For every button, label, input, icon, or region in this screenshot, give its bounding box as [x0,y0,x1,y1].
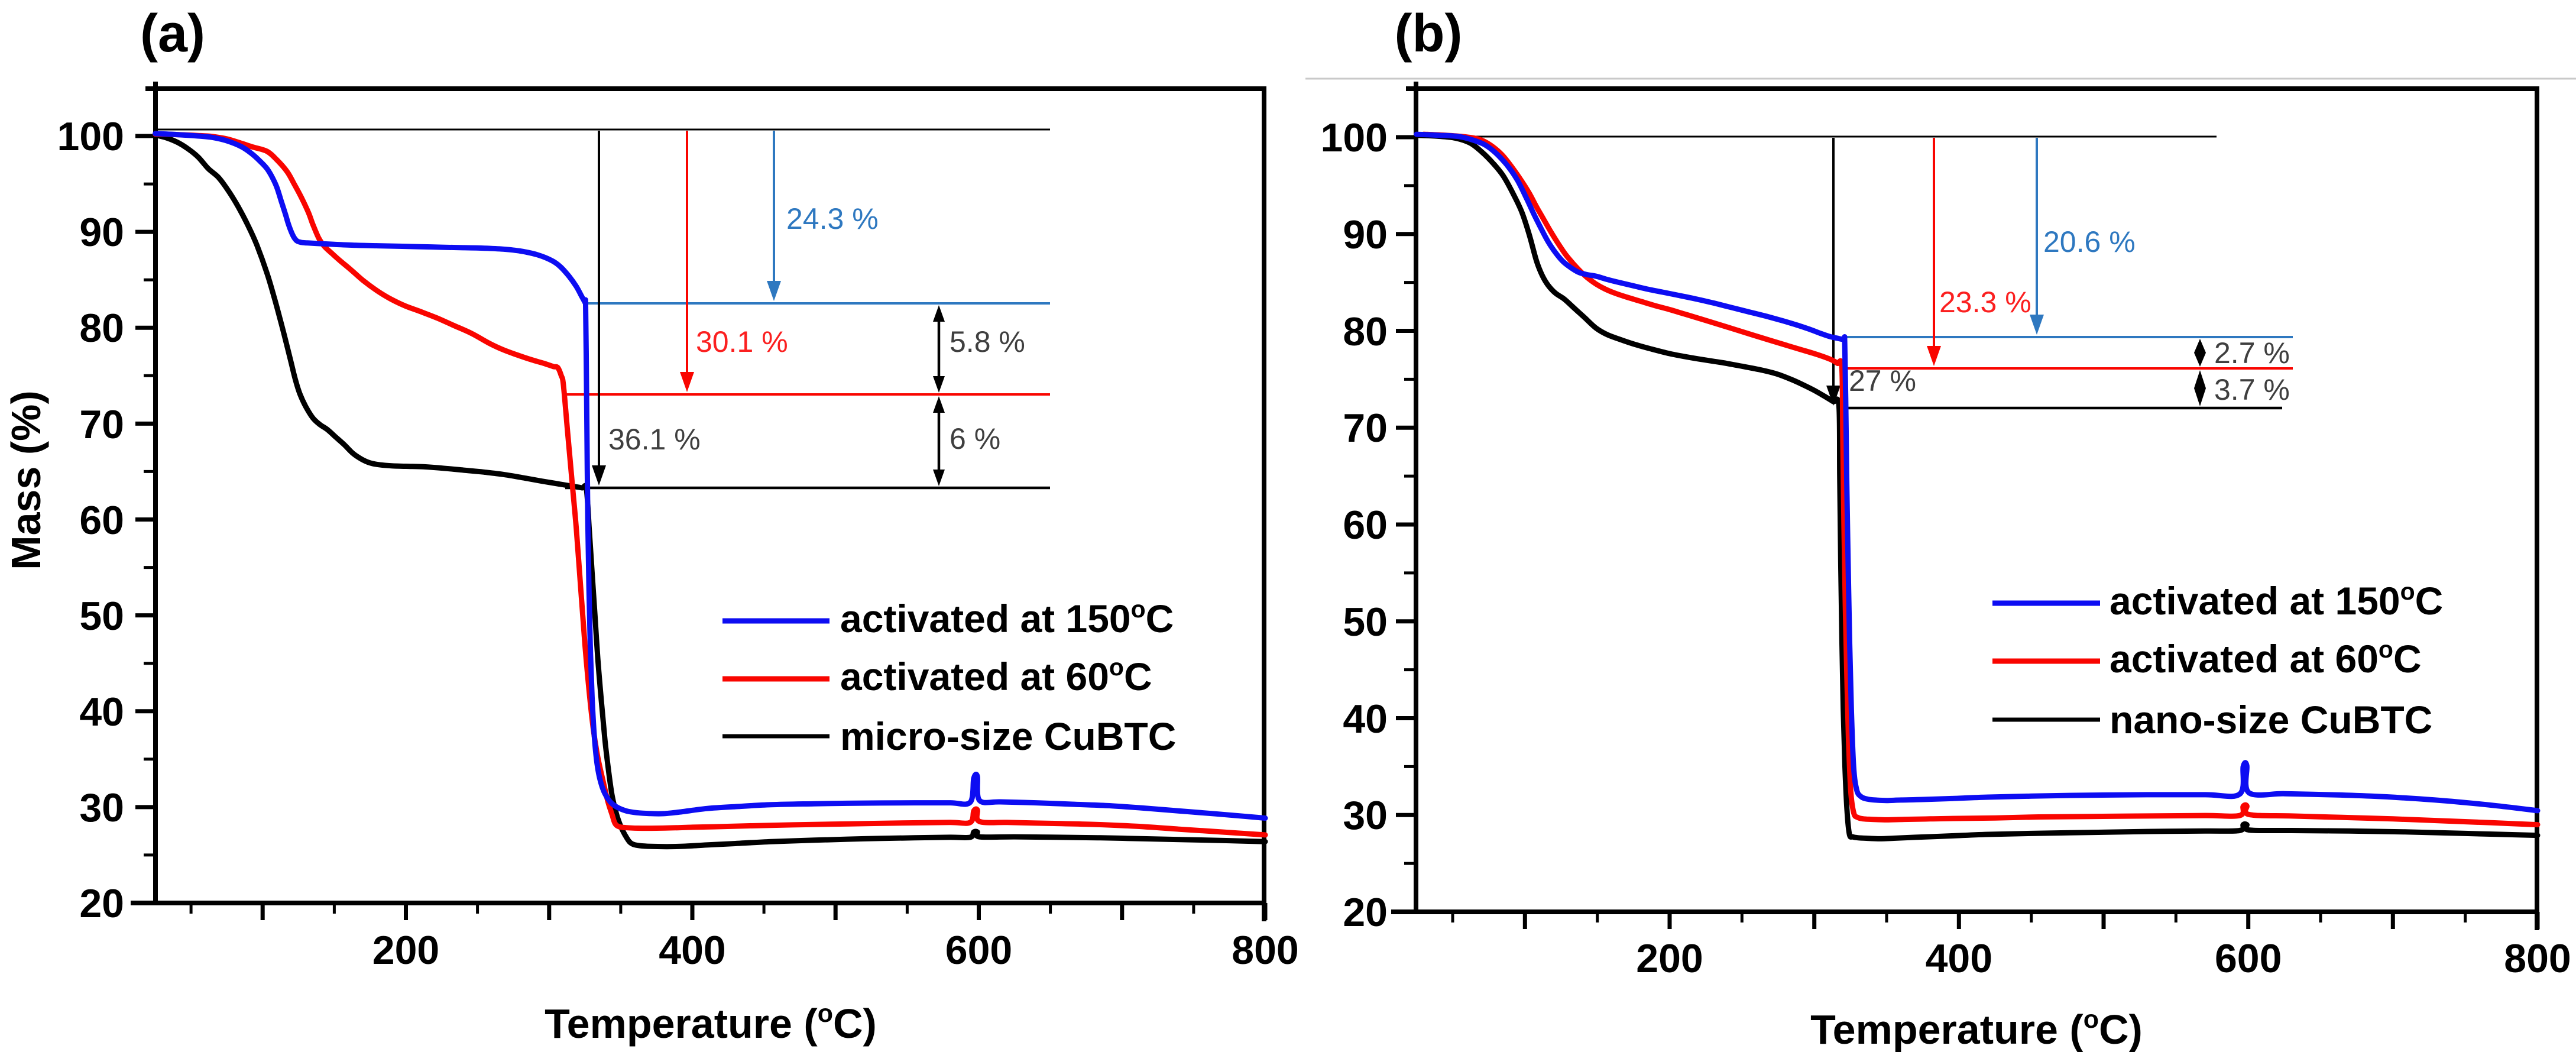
svg-text:90: 90 [79,210,124,255]
svg-text:600: 600 [945,928,1012,973]
svg-text:60: 60 [1343,503,1388,548]
svg-text:activated at 60oC: activated at 60oC [2110,636,2422,681]
svg-text:(b): (b) [1395,4,1463,63]
svg-text:50: 50 [79,594,124,639]
svg-text:100: 100 [1321,115,1388,160]
svg-text:50: 50 [1343,600,1388,645]
svg-text:80: 80 [1343,309,1388,354]
svg-text:80: 80 [79,306,124,351]
svg-text:3.7 %: 3.7 % [2214,373,2290,406]
svg-text:24.3 %: 24.3 % [786,202,879,235]
svg-text:400: 400 [1926,936,1992,981]
svg-text:90: 90 [1343,212,1388,257]
svg-text:40: 40 [79,690,124,734]
svg-text:30: 30 [79,785,124,830]
svg-text:23.3 %: 23.3 % [1939,286,2031,319]
svg-text:2.7 %: 2.7 % [2214,336,2290,370]
svg-text:5.8 %: 5.8 % [950,325,1025,358]
svg-text:40: 40 [1343,697,1388,742]
svg-text:activated at 150oC: activated at 150oC [840,595,1174,640]
svg-text:micro-size CuBTC: micro-size CuBTC [840,714,1176,758]
svg-text:200: 200 [1636,936,1703,981]
svg-text:400: 400 [659,928,725,973]
svg-text:6 %: 6 % [950,422,1000,455]
svg-text:nano-size CuBTC: nano-size CuBTC [2110,698,2432,742]
svg-text:800: 800 [2504,936,2571,981]
svg-text:(a): (a) [140,4,205,63]
svg-text:600: 600 [2215,936,2282,981]
svg-text:20: 20 [1343,890,1388,935]
svg-text:30: 30 [1343,793,1388,838]
svg-text:20: 20 [79,881,124,926]
svg-text:27 %: 27 % [1849,364,1916,397]
svg-text:20.6 %: 20.6 % [2043,225,2136,258]
svg-text:Mass (%): Mass (%) [3,390,49,569]
svg-text:200: 200 [372,928,439,973]
svg-text:70: 70 [79,402,124,447]
svg-text:36.1 %: 36.1 % [608,423,701,456]
svg-text:800: 800 [1232,928,1298,973]
svg-text:100: 100 [57,114,124,159]
svg-text:Temperature (oC): Temperature (oC) [1810,1005,2143,1052]
svg-text:activated at 150oC: activated at 150oC [2110,578,2443,623]
svg-text:60: 60 [79,498,124,543]
svg-text:70: 70 [1343,406,1388,451]
svg-text:30.1 %: 30.1 % [696,325,788,358]
svg-text:activated at 60oC: activated at 60oC [840,653,1152,698]
